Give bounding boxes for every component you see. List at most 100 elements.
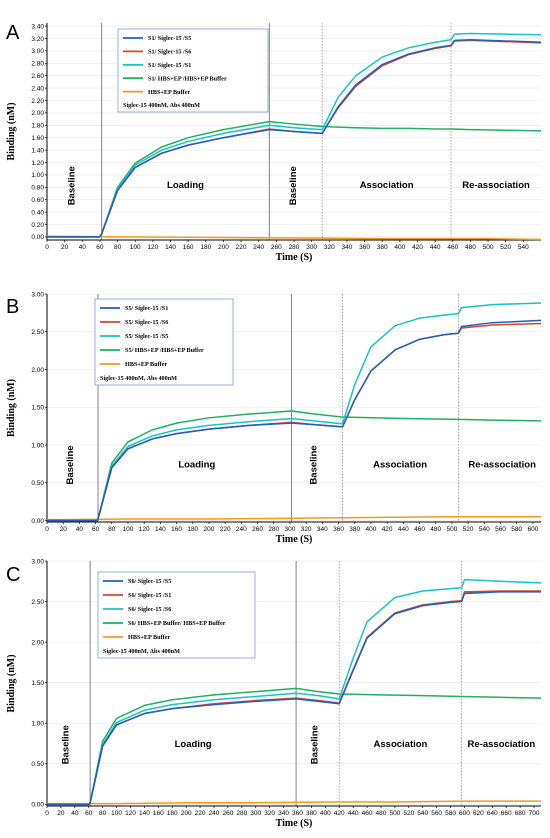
x-tick-label: 400 [320, 810, 331, 817]
y-axis-label: Binding (nM) [6, 379, 17, 437]
x-tick-label: 560 [495, 526, 506, 533]
legend-note: Siglec-15 400nM, Abs 400nM [123, 102, 200, 109]
chart-panel-a: A 0.00 0.20 0.40 0.60 0.80 1.00 1.20 1.40 1.60 1.8… [6, 22, 542, 263]
x-tick-label: 120 [139, 526, 150, 533]
series-line [47, 319, 542, 522]
legend-entry: S5/ Siglec-15 /S5 [125, 333, 168, 340]
x-tick-label: 220 [236, 244, 247, 251]
chart-panel-b: B 0.00 0.50 1.00 1.50 2.00 2.50 3.00 0 20 40 60 80 10… [6, 291, 542, 545]
x-tick-label: 360 [359, 244, 370, 251]
x-tick-label: 380 [377, 244, 388, 251]
x-tick-label: 0 [45, 810, 49, 817]
legend-entry: HBS+EP Buffer [125, 361, 167, 368]
x-tick-label: 40 [79, 244, 87, 251]
x-tick-label: 120 [125, 810, 136, 817]
y-tick-label: 1.00 [31, 721, 44, 728]
legend-entry: S5/ Siglec-15 /S6 [125, 319, 168, 326]
phase-label: Baseline [61, 725, 72, 764]
legend-entry: S1/ HBS+EP /HBS+EP Buffer [148, 75, 227, 82]
x-tick-label: 440 [430, 244, 441, 251]
x-tick-label: 60 [96, 244, 104, 251]
series-line [47, 800, 541, 805]
y-tick-label: 2.00 [31, 367, 44, 374]
x-tick-label: 400 [394, 244, 405, 251]
y-tick-label: 1.50 [31, 405, 44, 412]
x-tick-label: 380 [306, 810, 317, 817]
series-line [47, 32, 542, 238]
legend-entry: S6/ Siglec-15 /S6 [128, 606, 171, 613]
x-tick-label: 280 [289, 244, 300, 251]
series-line [47, 578, 542, 806]
y-tick-label: 0.50 [31, 761, 44, 768]
phase-label: Baseline [65, 445, 76, 484]
x-tick-label: 160 [183, 244, 194, 251]
y-tick-label: 1.80 [31, 123, 44, 130]
x-tick-label: 420 [412, 244, 423, 251]
series-line [47, 591, 541, 806]
y-tick-label: 3.00 [31, 558, 44, 565]
x-tick-label: 60 [92, 526, 100, 533]
x-tick-label: 0 [45, 526, 49, 533]
x-tick-label: 420 [334, 810, 345, 817]
y-tick-label: 0.20 [31, 222, 44, 229]
legend-box [97, 571, 256, 659]
x-tick-label: 240 [209, 810, 220, 817]
phase-label: Baseline [310, 725, 321, 764]
x-tick-label: 0 [45, 244, 49, 251]
series-line [47, 38, 542, 238]
x-tick-label: 460 [447, 244, 458, 251]
x-tick-label: 260 [271, 244, 282, 251]
y-tick-label: 3.00 [31, 291, 44, 298]
legend-note: Siglec-15 400nM, Abs 400nM [103, 648, 180, 655]
legend: S1/ Siglec-15 /S5 S1/ Siglec-15 /S6 S1/ Si… [117, 28, 269, 113]
phase-label: Loading [175, 739, 212, 750]
x-tick-label: 540 [417, 810, 428, 817]
y-tick-label: 3.40 [31, 23, 44, 30]
y-tick-label: 1.60 [31, 135, 44, 142]
x-tick-label: 360 [292, 810, 303, 817]
series-line [47, 302, 542, 522]
x-tick-label: 280 [236, 810, 247, 817]
x-tick-label: 240 [236, 526, 247, 533]
x-tick-label: 360 [333, 526, 344, 533]
x-tick-label: 500 [389, 810, 400, 817]
y-tick-label: 2.40 [31, 85, 44, 92]
x-tick-label: 520 [500, 244, 511, 251]
legend-entry: HBS+EP Buffer [148, 89, 190, 96]
x-tick-label: 320 [324, 244, 335, 251]
y-tick-label: 0.00 [31, 518, 44, 525]
x-tick-label: 300 [250, 810, 261, 817]
y-tick-label: 2.00 [31, 639, 44, 646]
x-tick-label: 260 [252, 526, 263, 533]
legend-entry: S5/ HBS+EP /HBS+EP Buffer [125, 347, 204, 354]
legend: S5/ Siglec-15 /S1 S5/ Siglec-15 /S6 S5/ Si… [94, 298, 234, 386]
x-tick-label: 400 [366, 526, 377, 533]
x-tick-label: 300 [285, 526, 296, 533]
y-tick-label: 2.20 [31, 98, 44, 105]
x-tick-label: 500 [483, 244, 494, 251]
y-tick-label: 1.00 [31, 442, 44, 449]
x-tick-label: 520 [463, 526, 474, 533]
x-tick-label: 440 [348, 810, 359, 817]
x-tick-label: 60 [85, 810, 93, 817]
y-tick-label: 0.00 [31, 234, 44, 241]
panel-label: B [6, 296, 19, 318]
x-tick-label: 340 [317, 526, 328, 533]
legend: S6/ Siglec-15 /S5 S6/ Siglec-15 /S1 S6/ Si… [97, 571, 256, 659]
y-axis-label: Binding (nM) [6, 654, 17, 712]
x-tick-label: 200 [204, 526, 215, 533]
x-tick-label: 460 [414, 526, 425, 533]
x-tick-label: 200 [218, 244, 229, 251]
legend-entry: S1/ Siglec-15 /S5 [148, 35, 191, 42]
x-tick-label: 140 [139, 810, 150, 817]
panel-label: C [6, 564, 20, 586]
phase-label: Association [360, 180, 414, 191]
phase-label: Baseline [309, 445, 320, 484]
x-tick-label: 100 [123, 526, 134, 533]
x-tick-label: 580 [511, 526, 522, 533]
y-tick-label: 3.00 [31, 48, 44, 55]
x-tick-label: 580 [445, 810, 456, 817]
series-line [47, 120, 542, 238]
x-tick-label: 640 [487, 810, 498, 817]
